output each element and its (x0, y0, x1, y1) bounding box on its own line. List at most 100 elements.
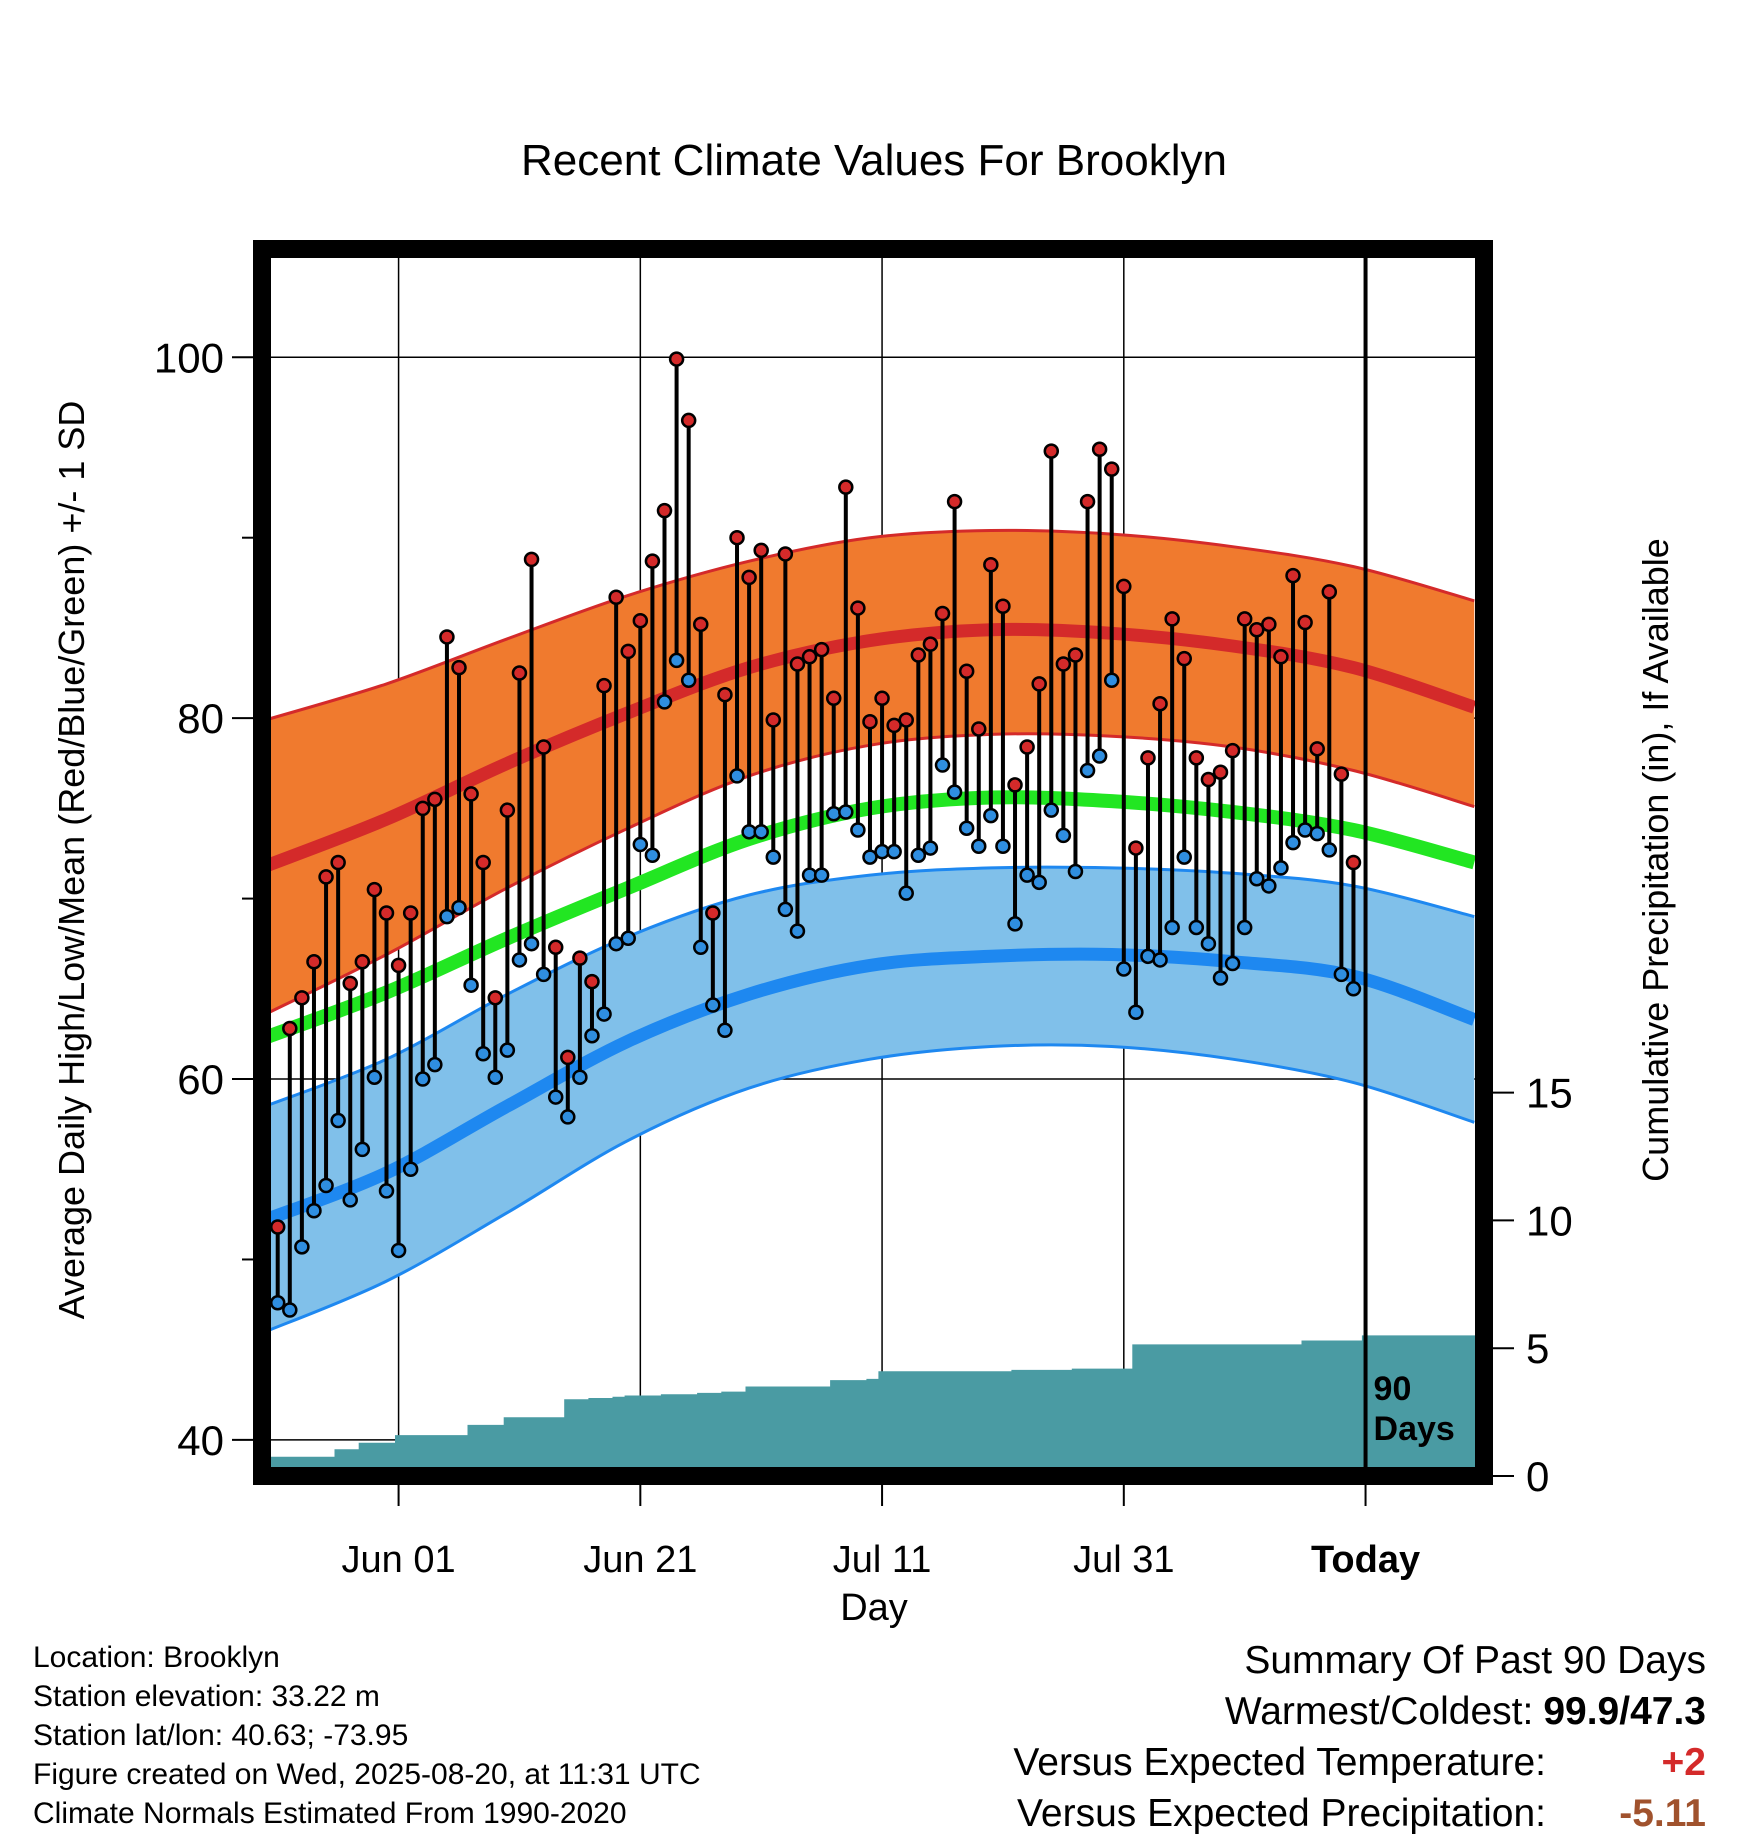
x-tick-label: Jul 11 (833, 1539, 932, 1581)
daily-low-point (910, 847, 927, 864)
daily-high-point (934, 605, 951, 622)
daily-low-point (753, 824, 769, 840)
x-tick-label: Today (1311, 1539, 1420, 1581)
daily-high-point (1261, 616, 1277, 633)
daily-low-point (765, 849, 782, 865)
daily-high-point (1164, 611, 1180, 627)
daily-high-point (668, 351, 685, 367)
daily-high-point (1091, 441, 1108, 458)
daily-low-point (922, 840, 939, 856)
y-tick-label: 60 (177, 1056, 224, 1103)
station-info: Location: Brooklyn Station elevation: 33… (33, 1638, 853, 1833)
daily-low-point (547, 1089, 564, 1105)
daily-low-point (366, 1069, 383, 1085)
daily-low-point (1007, 916, 1023, 932)
daily-low-point (1249, 870, 1265, 887)
latlon-text: Station lat/lon: 40.63; -73.95 (33, 1719, 409, 1752)
daily-low-point (705, 997, 721, 1013)
daily-high-point (475, 854, 491, 871)
plot-content: 90 Days (253, 240, 1493, 1485)
daily-low-point (511, 952, 528, 968)
daily-low-point (934, 757, 951, 773)
daily-low-point (439, 908, 455, 925)
daily-low-point (1067, 863, 1084, 880)
daily-low-point (463, 977, 479, 993)
daily-low-point (813, 867, 830, 883)
y-tick-label: 80 (177, 695, 224, 742)
daily-high-point (1297, 614, 1313, 631)
plot-area (262, 249, 1484, 1476)
daily-high-point (838, 479, 854, 495)
daily-high-point (1188, 750, 1205, 766)
daily-high-point (1212, 764, 1229, 781)
daily-high-point (693, 616, 709, 633)
daily-high-point (995, 598, 1011, 615)
daily-high-point (511, 665, 528, 681)
daily-high-point (1079, 493, 1096, 510)
daily-low-point (535, 966, 552, 983)
daily-low-point (499, 1042, 516, 1058)
daily-high-point (596, 677, 612, 694)
x-tick-label: Jul 31 (1073, 1539, 1174, 1581)
daily-low-point (1176, 849, 1192, 865)
normal-low-line (263, 947, 1477, 1226)
daily-high-point (946, 493, 963, 510)
daily-high-point (1176, 650, 1192, 667)
daily-high-point (620, 643, 636, 660)
daily-high-point (1128, 840, 1144, 856)
daily-high-point (729, 529, 745, 546)
daily-low-point (668, 652, 685, 669)
today-days-label-line: Days (1374, 1410, 1455, 1448)
daily-low-point (850, 822, 866, 838)
daily-low-point (693, 939, 709, 956)
daily-low-point (886, 843, 902, 860)
daily-high-point (1273, 649, 1289, 665)
daily-low-point (789, 923, 806, 939)
daily-low-point (1116, 961, 1132, 977)
summary-panel: Summary Of Past 90 Days Warmest/Coldest:… (806, 1635, 1706, 1839)
daily-low-point (342, 1192, 358, 1208)
daily-high-point (765, 712, 782, 728)
daily-high-point (584, 973, 600, 990)
daily-low-point (1188, 919, 1205, 936)
daily-low-point (1333, 966, 1350, 983)
daily-high-point (825, 690, 842, 707)
daily-high-point (705, 905, 721, 921)
normal-high-upper-edge (265, 528, 1475, 722)
daily-high-point (282, 1020, 298, 1037)
daily-high-point (1152, 695, 1168, 712)
daily-high-point (463, 786, 479, 802)
daily-high-point (862, 714, 878, 730)
daily-high-point (1140, 750, 1156, 766)
daily-high-point (1200, 771, 1217, 788)
daily-high-point (1055, 656, 1072, 672)
daily-high-point (1019, 739, 1035, 755)
daily-low-point (862, 849, 878, 865)
plot-frame (253, 240, 1493, 1485)
daily-low-point (560, 1109, 576, 1125)
daily-high-point (1249, 621, 1265, 638)
daily-low-point (608, 935, 624, 952)
daily-low-point (1261, 878, 1277, 894)
daily-high-point (910, 647, 927, 663)
daily-high-point (572, 950, 588, 966)
chart-title: Recent Climate Values For Brooklyn (521, 136, 1227, 185)
warmest-coldest-value: 99.9/47.3 (1543, 1690, 1706, 1733)
daily-low-point (487, 1069, 504, 1085)
daily-high-point (487, 990, 504, 1006)
daily-high-point (850, 600, 866, 616)
daily-high-point (318, 869, 334, 885)
precip-anomaly-label: Versus Expected Precipitation: (1017, 1792, 1546, 1835)
y2-tick-label: 10 (1526, 1197, 1573, 1244)
daily-low-point (656, 694, 673, 710)
summary-title: Summary Of Past 90 Days (1244, 1639, 1706, 1682)
daily-low-point (282, 1302, 298, 1318)
daily-high-point (608, 589, 624, 606)
daily-high-point (717, 686, 733, 703)
daily-high-point (632, 612, 649, 629)
daily-high-point (378, 905, 395, 921)
daily-low-point (1345, 981, 1362, 997)
daily-low-point (1285, 834, 1301, 851)
daily-low-point (632, 836, 649, 853)
x-axis: Jun 01 Jun 21 Jul 11 Jul 31 Today (342, 1485, 1420, 1581)
